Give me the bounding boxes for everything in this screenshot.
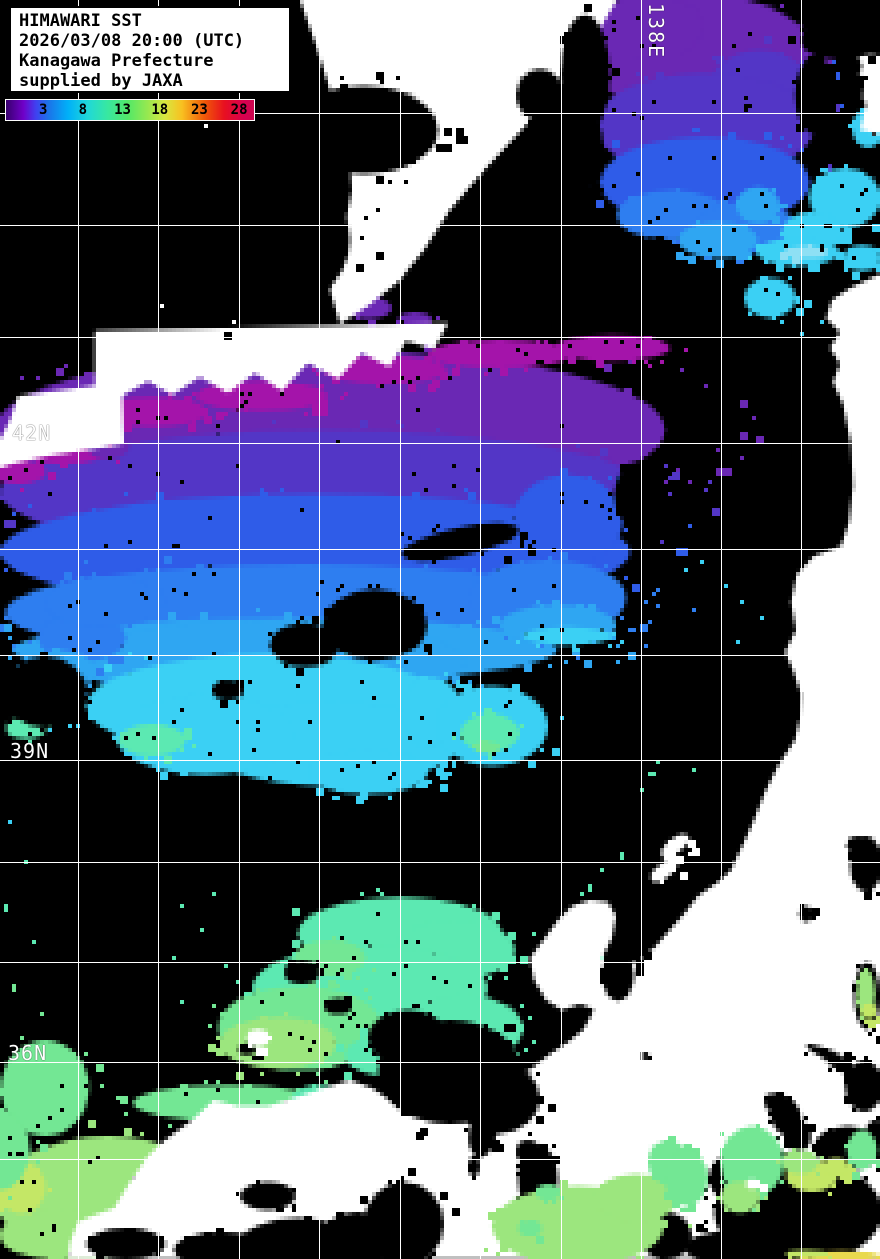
gridline-meridian [158, 0, 159, 1259]
title-product: HIMAWARI SST [19, 11, 142, 31]
gridline-meridian [78, 0, 79, 1259]
title-timestamp: 2026/03/08 20:00 (UTC) [19, 31, 245, 51]
gridline-meridian [561, 0, 562, 1259]
gridline-parallel [0, 549, 880, 550]
gridline-parallel [0, 225, 880, 226]
gridline-parallel [0, 655, 880, 656]
colorbar-tick: 13 [114, 102, 131, 118]
colorbar-tick: 28 [230, 102, 248, 118]
gridline-parallel [0, 443, 880, 444]
gridline-meridian [400, 0, 401, 1259]
gridline-parallel [0, 113, 880, 114]
colorbar-tick: 18 [151, 102, 169, 118]
title-box: HIMAWARI SST 2026/03/08 20:00 (UTC) Kana… [9, 6, 291, 93]
gridline-parallel [0, 760, 880, 761]
gridline-meridian [801, 0, 802, 1259]
title-region: Kanagawa Prefecture [19, 51, 214, 71]
colorbar-tick: 8 [78, 102, 88, 118]
gridline-parallel [0, 1159, 880, 1160]
colorbar-tick: 23 [191, 102, 208, 118]
latitude-label: 42N [12, 421, 52, 445]
title-credit: supplied by JAXA [19, 71, 183, 91]
gridline-meridian [641, 0, 642, 1259]
colorbar: 3 8 13 18 23 28 [5, 99, 255, 121]
latitude-label: 36N [8, 1041, 48, 1065]
colorbar-tick: 3 [38, 102, 48, 118]
gridline-meridian [239, 0, 240, 1259]
gridline-parallel [0, 337, 880, 338]
gridline-parallel [0, 862, 880, 863]
latitude-label: 39N [10, 739, 50, 763]
gridline-meridian [480, 0, 481, 1259]
longitude-label: 138E [644, 3, 668, 60]
gridline-parallel [0, 962, 880, 963]
gridline-meridian [319, 0, 320, 1259]
gridline-meridian [721, 0, 722, 1259]
gridline-parallel [0, 1062, 880, 1063]
